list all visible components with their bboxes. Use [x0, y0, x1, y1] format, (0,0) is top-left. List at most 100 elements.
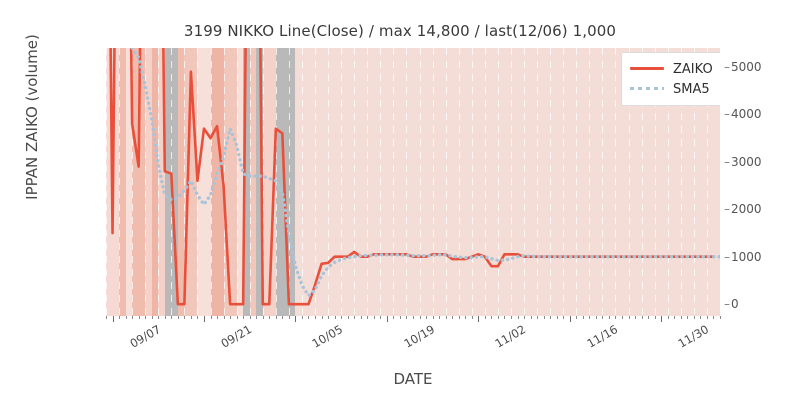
- y-tick-label: –4000: [724, 107, 762, 122]
- x-tick-minor: [628, 316, 630, 319]
- legend-label-sma5: SMA5: [673, 81, 710, 97]
- x-tick-major: [478, 316, 480, 322]
- grid-line: [380, 48, 382, 316]
- grid-line: [119, 48, 121, 316]
- x-tick-minor: [354, 316, 356, 319]
- x-tick-minor: [641, 316, 643, 319]
- grid-line: [132, 48, 134, 316]
- x-tick-minor: [315, 316, 317, 319]
- grid-line: [484, 48, 486, 316]
- x-tick-minor: [713, 316, 715, 319]
- y-axis-label: IPPAN ZAIKO (volume): [23, 34, 41, 200]
- x-tick-major: [295, 316, 297, 322]
- grid-line: [654, 48, 656, 316]
- x-tick-minor: [197, 316, 199, 319]
- x-tick-minor: [504, 316, 506, 319]
- x-tick-minor: [497, 316, 499, 319]
- x-tick-minor: [151, 316, 153, 319]
- grid-line: [419, 48, 421, 316]
- grid-line: [471, 48, 473, 316]
- y-tick-label: –3000: [724, 154, 762, 169]
- x-tick-minor: [445, 316, 447, 319]
- grid-line: [367, 48, 369, 316]
- x-tick-minor: [426, 316, 428, 319]
- x-tick-minor: [373, 316, 375, 319]
- x-tick-minor: [648, 316, 650, 319]
- grid-line: [628, 48, 630, 316]
- x-tick-minor: [158, 316, 160, 319]
- background-band: [145, 48, 152, 316]
- x-tick-minor: [608, 316, 610, 319]
- x-tick-major: [112, 316, 114, 322]
- x-tick-label: 11/30: [675, 322, 712, 351]
- legend-item-sma5[interactable]: SMA5: [630, 79, 716, 99]
- x-tick-label: 11/02: [492, 322, 529, 351]
- x-tick-minor: [334, 316, 336, 319]
- x-tick-minor: [563, 316, 565, 319]
- x-tick-label: 10/05: [309, 322, 346, 351]
- x-tick-minor: [380, 316, 382, 319]
- grid-line: [301, 48, 303, 316]
- x-tick-minor: [106, 316, 107, 319]
- grid-line: [210, 48, 212, 316]
- x-axis-tick-marks: [106, 316, 721, 323]
- grid-line: [497, 48, 499, 316]
- x-tick-minor: [510, 316, 512, 319]
- grid-line: [693, 48, 695, 316]
- grid-line: [236, 48, 238, 316]
- legend-swatch-sma5: [630, 83, 664, 95]
- x-tick-minor: [223, 316, 225, 319]
- x-tick-minor: [491, 316, 493, 319]
- x-tick-major: [661, 316, 663, 322]
- legend-item-zaiko[interactable]: ZAIKO: [630, 59, 716, 79]
- grid-line: [615, 48, 617, 316]
- grid-line: [341, 48, 343, 316]
- x-tick-minor: [399, 316, 401, 319]
- grid-line: [445, 48, 447, 316]
- background-band: [197, 48, 211, 316]
- x-tick-minor: [413, 316, 414, 319]
- x-tick-minor: [654, 316, 656, 319]
- x-tick-minor: [687, 316, 689, 319]
- x-tick-minor: [262, 316, 264, 319]
- x-tick-minor: [582, 316, 584, 319]
- grid-line: [145, 48, 147, 316]
- x-tick-minor: [217, 316, 219, 319]
- x-tick-minor: [210, 316, 212, 319]
- x-tick-minor: [524, 316, 526, 319]
- x-tick-minor: [458, 316, 460, 319]
- x-tick-minor: [693, 316, 695, 319]
- x-tick-minor: [184, 316, 186, 319]
- x-tick-label: 09/07: [126, 322, 163, 351]
- x-tick-major: [203, 316, 205, 322]
- y-tick-label: –0: [724, 297, 739, 312]
- grid-line: [602, 48, 604, 316]
- background-band: [151, 48, 159, 316]
- x-tick-minor: [537, 316, 539, 319]
- x-tick-minor: [132, 316, 134, 319]
- x-tick-minor: [720, 316, 721, 319]
- x-tick-minor: [190, 316, 192, 319]
- grid-line: [510, 48, 512, 316]
- x-tick-minor: [471, 316, 473, 319]
- chart-legend: ZAIKO SMA5: [621, 52, 720, 106]
- x-tick-minor: [256, 316, 258, 319]
- x-axis-label: DATE: [393, 370, 433, 388]
- x-tick-minor: [595, 316, 597, 319]
- grid-line: [328, 48, 330, 316]
- x-tick-minor: [282, 316, 284, 319]
- x-tick-minor: [465, 316, 467, 319]
- y-tick-label: –1000: [724, 249, 762, 264]
- grid-line: [641, 48, 643, 316]
- x-tick-minor: [622, 316, 624, 319]
- x-tick-minor: [275, 316, 277, 319]
- grid-line: [262, 48, 264, 316]
- chart-title: 3199 NIKKO Line(Close) / max 14,800 / la…: [183, 22, 617, 40]
- background-band: [177, 48, 185, 316]
- grid-line: [406, 48, 408, 316]
- grid-line: [249, 48, 251, 316]
- grid-line: [576, 48, 578, 316]
- grid-line: [432, 48, 434, 316]
- grid-line: [680, 48, 682, 316]
